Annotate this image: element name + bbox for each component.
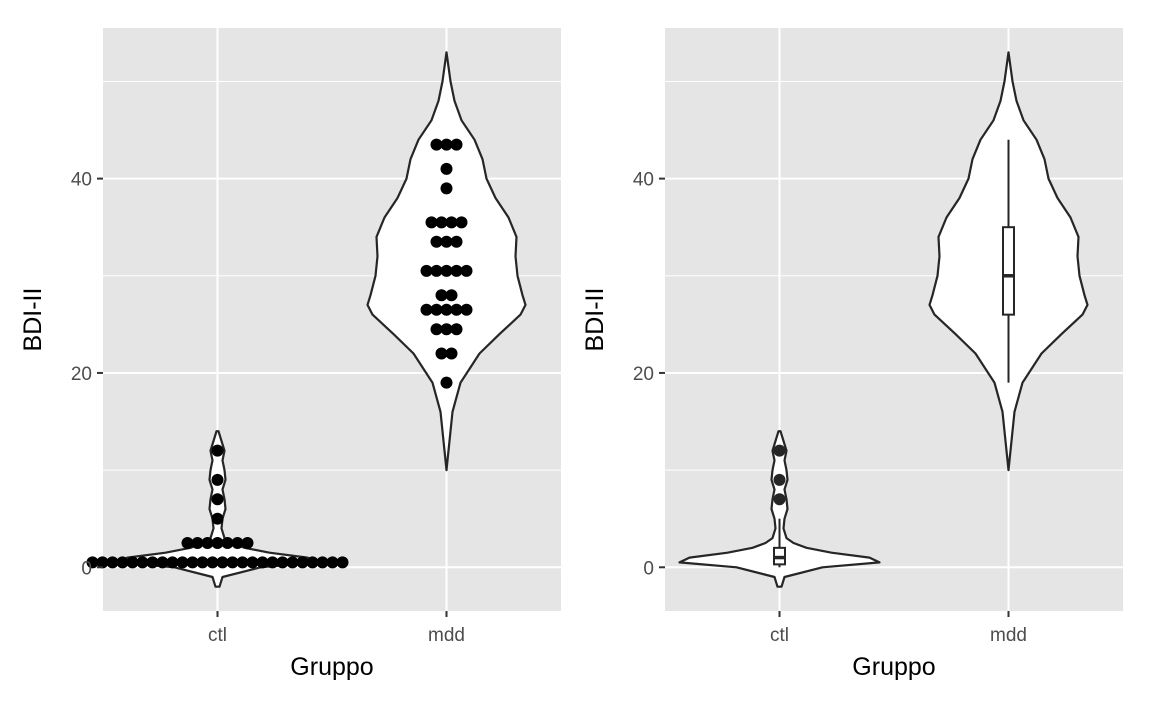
dot-ctl	[86, 556, 99, 569]
y-tick-label: 0	[643, 558, 654, 579]
dot-ctl	[191, 536, 204, 549]
dot-mdd	[445, 289, 458, 302]
dot-mdd	[445, 347, 458, 360]
outlier-point-ctl	[773, 493, 786, 506]
dot-mdd	[440, 323, 453, 336]
y-tick-label: 40	[633, 170, 654, 191]
dot-mdd	[440, 182, 453, 195]
dot-ctl	[216, 556, 229, 569]
dot-ctl	[226, 556, 239, 569]
dot-mdd	[435, 289, 448, 302]
dot-ctl	[106, 556, 119, 569]
dot-ctl	[241, 536, 254, 549]
dot-mdd	[430, 235, 443, 248]
dot-ctl	[181, 536, 194, 549]
dot-mdd	[420, 264, 433, 277]
dot-ctl	[201, 536, 214, 549]
dot-mdd	[460, 303, 473, 316]
outlier-point-ctl	[773, 444, 786, 457]
y-tick-label: 20	[633, 364, 654, 385]
dot-ctl	[276, 556, 289, 569]
dot-ctl	[206, 556, 219, 569]
dot-ctl	[196, 556, 209, 569]
x-axis-title: Gruppo	[290, 653, 373, 681]
x-tick-label-ctl: ctl	[208, 625, 227, 646]
dot-mdd	[445, 216, 458, 229]
dot-mdd	[455, 216, 468, 229]
violin-ctl	[678, 430, 881, 588]
dot-ctl	[211, 444, 224, 457]
dot-ctl	[96, 556, 109, 569]
dot-mdd	[435, 216, 448, 229]
outlier-point-ctl	[773, 473, 786, 486]
dot-mdd	[440, 162, 453, 175]
dot-ctl	[221, 536, 234, 549]
dot-ctl	[136, 556, 149, 569]
dot-mdd	[440, 235, 453, 248]
dot-mdd	[440, 376, 453, 389]
dot-ctl	[246, 556, 259, 569]
dot-ctl	[316, 556, 329, 569]
dot-ctl	[211, 473, 224, 486]
y-tick-label: 40	[71, 170, 92, 191]
y-tick-label: 20	[71, 364, 92, 385]
dot-ctl	[236, 556, 249, 569]
dot-ctl	[266, 556, 279, 569]
x-tick-label-mdd: mdd	[428, 625, 465, 646]
dot-mdd	[450, 138, 463, 151]
dot-ctl	[296, 556, 309, 569]
x-tick-label-mdd: mdd	[990, 625, 1027, 646]
dot-ctl	[126, 556, 139, 569]
dot-mdd	[450, 264, 463, 277]
dot-ctl	[211, 493, 224, 506]
dot-mdd	[450, 303, 463, 316]
dot-ctl	[286, 556, 299, 569]
y-axis-title: BDI-II	[581, 288, 609, 352]
box-mdd	[1002, 226, 1015, 316]
dot-mdd	[450, 323, 463, 336]
dot-ctl	[156, 556, 169, 569]
dot-ctl	[166, 556, 179, 569]
dot-ctl	[146, 556, 159, 569]
dot-mdd	[430, 323, 443, 336]
x-tick-label-ctl: ctl	[770, 625, 789, 646]
dot-mdd	[440, 138, 453, 151]
y-tick-label: 0	[81, 558, 92, 579]
dot-mdd	[440, 264, 453, 277]
dot-ctl	[116, 556, 129, 569]
dot-mdd	[435, 347, 448, 360]
boxplot-violin-panel: 0 20 40 ctl mdd Gruppo BDI-II	[581, 28, 1123, 681]
dot-mdd	[440, 303, 453, 316]
dot-ctl	[336, 556, 349, 569]
dot-mdd	[425, 216, 438, 229]
dot-ctl	[326, 556, 339, 569]
dotplot-violin-panel: 0 20 40 ctl mdd Gruppo BDI-II	[19, 28, 561, 681]
dot-ctl	[186, 556, 199, 569]
dot-mdd	[460, 264, 473, 277]
dot-ctl	[256, 556, 269, 569]
x-axis-title: Gruppo	[852, 653, 935, 681]
dot-ctl	[231, 536, 244, 549]
dot-mdd	[430, 264, 443, 277]
violin-mdd	[366, 51, 527, 472]
dot-mdd	[430, 303, 443, 316]
y-axis-title: BDI-II	[19, 288, 47, 352]
dot-mdd	[420, 303, 433, 316]
dot-ctl	[211, 536, 224, 549]
dot-mdd	[450, 235, 463, 248]
dot-mdd	[430, 138, 443, 151]
dot-ctl	[306, 556, 319, 569]
dot-ctl	[211, 512, 224, 525]
dot-ctl	[176, 556, 189, 569]
